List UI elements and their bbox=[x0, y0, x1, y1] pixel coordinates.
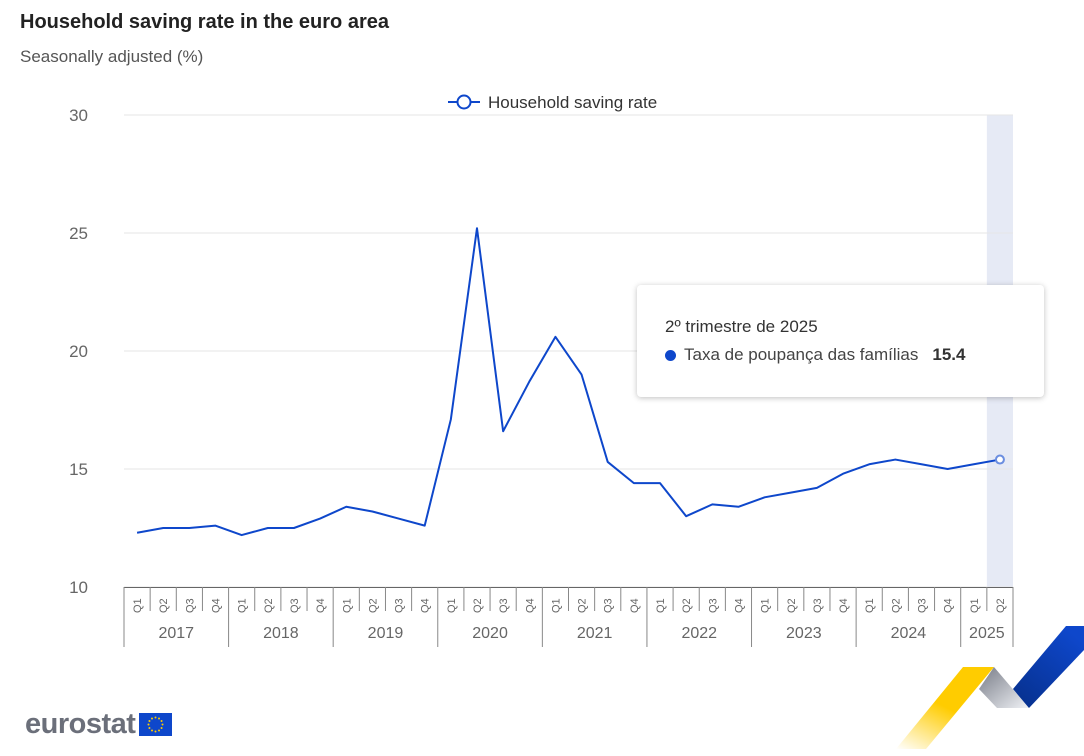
x-year-label: 2019 bbox=[368, 625, 404, 642]
x-quarter-label: Q3 bbox=[603, 598, 615, 613]
x-quarter-label: Q1 bbox=[446, 598, 458, 613]
x-quarter-label: Q1 bbox=[550, 598, 562, 613]
eurostat-logo[interactable]: eurostat bbox=[25, 708, 173, 741]
x-quarter-label: Q2 bbox=[158, 598, 170, 613]
x-quarter-label: Q1 bbox=[655, 598, 667, 613]
x-quarter-label: Q4 bbox=[315, 598, 327, 613]
x-quarter-label: Q3 bbox=[916, 598, 928, 613]
star-icon bbox=[160, 727, 163, 729]
x-quarter-label: Q4 bbox=[629, 598, 641, 613]
x-quarter-label: Q2 bbox=[367, 598, 379, 613]
star-icon bbox=[158, 729, 161, 732]
star-icon bbox=[147, 723, 150, 726]
x-year-label: 2018 bbox=[263, 625, 299, 642]
x-quarter-label: Q2 bbox=[890, 598, 902, 613]
tooltip-period: 2º trimestre de 2025 bbox=[665, 317, 818, 336]
x-quarter-label: Q2 bbox=[263, 598, 275, 613]
x-quarter-label: Q3 bbox=[812, 598, 824, 613]
series-dot-icon bbox=[665, 349, 676, 361]
star-icon bbox=[148, 720, 151, 722]
chart-subtitle: Seasonally adjusted (%) bbox=[20, 47, 204, 66]
x-quarter-label: Q3 bbox=[289, 598, 301, 613]
x-quarter-label: Q1 bbox=[969, 598, 981, 613]
eurostat-ribbon-icon bbox=[896, 626, 1084, 749]
y-tick-label: 30 bbox=[69, 106, 88, 125]
star-icon bbox=[151, 717, 154, 720]
data-point[interactable] bbox=[994, 454, 1005, 465]
x-quarter-label: Q2 bbox=[995, 598, 1007, 613]
x-quarter-label: Q1 bbox=[760, 598, 772, 613]
x-quarter-label: Q4 bbox=[838, 598, 850, 613]
x-year-label: 2024 bbox=[891, 625, 927, 642]
x-quarter-label: Q1 bbox=[864, 598, 876, 613]
eu-flag-icon bbox=[139, 713, 173, 736]
chart-title: Household saving rate in the euro area bbox=[20, 11, 389, 33]
star-icon bbox=[154, 716, 157, 719]
x-quarter-label: Q2 bbox=[472, 598, 484, 613]
star-icon bbox=[161, 723, 164, 726]
star-icon bbox=[160, 720, 163, 722]
x-quarter-label: Q3 bbox=[707, 598, 719, 613]
star-icon bbox=[148, 727, 151, 729]
x-quarter-label: Q4 bbox=[524, 598, 536, 613]
x-quarter-label: Q3 bbox=[498, 598, 510, 613]
legend-label: Household saving rate bbox=[488, 93, 657, 112]
x-year-label: 2020 bbox=[472, 625, 508, 642]
x-quarter-label: Q1 bbox=[237, 598, 249, 613]
y-tick-label: 15 bbox=[69, 460, 88, 479]
legend[interactable]: Household saving rate bbox=[448, 93, 657, 112]
x-quarter-label: Q4 bbox=[943, 598, 955, 613]
x-year-label: 2022 bbox=[681, 625, 717, 642]
x-quarter-label: Q4 bbox=[733, 598, 745, 613]
y-tick-label: 10 bbox=[69, 578, 88, 597]
x-year-label: 2021 bbox=[577, 625, 613, 642]
y-tick-label: 20 bbox=[69, 342, 88, 361]
star-icon bbox=[151, 729, 154, 732]
x-quarter-label: Q4 bbox=[420, 598, 432, 613]
x-year-label: 2023 bbox=[786, 625, 822, 642]
logo-text: eurostat bbox=[25, 708, 136, 740]
x-quarter-label: Q3 bbox=[184, 598, 196, 613]
x-quarter-label: Q1 bbox=[132, 598, 144, 613]
tooltip: 2º trimestre de 2025 Taxa de poupança da… bbox=[637, 285, 1044, 397]
y-tick-label: 25 bbox=[69, 224, 88, 243]
legend-marker-icon bbox=[456, 94, 472, 110]
x-quarter-label: Q3 bbox=[394, 598, 406, 613]
x-year-label: 2025 bbox=[969, 625, 1005, 642]
x-year-label: 2017 bbox=[158, 625, 194, 642]
tooltip-row: Taxa de poupança das famílias 15.4 bbox=[665, 345, 965, 365]
star-icon bbox=[154, 730, 157, 733]
x-quarter-label: Q4 bbox=[211, 598, 223, 613]
star-icon bbox=[158, 717, 161, 720]
tooltip-value: 15.4 bbox=[932, 345, 966, 364]
series-line bbox=[136, 227, 1001, 537]
x-quarter-label: Q2 bbox=[681, 598, 693, 613]
x-quarter-label: Q1 bbox=[341, 598, 353, 613]
x-quarter-label: Q2 bbox=[577, 598, 589, 613]
tooltip-series: Taxa de poupança das famílias bbox=[684, 345, 919, 364]
x-quarter-label: Q2 bbox=[786, 598, 798, 613]
